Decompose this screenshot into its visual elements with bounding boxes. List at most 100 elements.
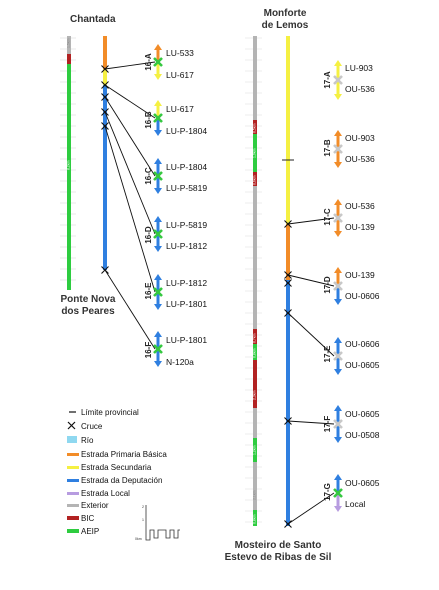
left-aeip-bar (67, 64, 71, 290)
glyph-node-stroke (153, 229, 163, 239)
segment-top-road: LU-P-5819 (166, 220, 207, 230)
segment-bottom-road: OU-536 (345, 154, 375, 164)
segment-glyph (153, 158, 163, 194)
title-mosteiro-line1: Mosteiro de Santo (235, 540, 322, 551)
right-road-deputacion (286, 280, 290, 526)
left-segments: 16-A LU-533 LU-617 16-B LU-617 LU-P-1804… (144, 44, 207, 367)
segment-top-road: OU-903 (345, 133, 375, 143)
legend-label: BIC (81, 514, 95, 523)
segment-glyph (333, 337, 343, 375)
junction-cross-icon (284, 271, 292, 279)
segment-glyph (153, 100, 163, 136)
glyph-up-arrow (154, 100, 162, 106)
scale-label-2: 2 (142, 505, 144, 509)
segment-17-f: 17-F OU-0605 OU-0508 (323, 409, 380, 440)
glyph-up-arrow (154, 44, 162, 50)
segment-top-road: OU-0605 (345, 478, 380, 488)
segment-glyph (333, 130, 343, 168)
glyph-up-arrow (154, 331, 162, 337)
glyph-up-arrow (334, 267, 342, 273)
segment-label: 17-C (323, 208, 332, 226)
left-road-primaria (103, 36, 107, 69)
right-bic-bar-2 (253, 172, 257, 186)
glyph-up-arrow (334, 474, 342, 480)
legend-aeip-symbol (67, 529, 79, 533)
segment-bottom-road: Local (345, 499, 365, 509)
segment-top-road: LU-P-1801 (166, 335, 207, 345)
segment-16-e: 16-E LU-P-1812 LU-P-1801 (144, 278, 207, 309)
glyph-down-arrow (334, 437, 342, 443)
glyph-down-arrow (154, 74, 162, 80)
right-connectors (284, 217, 335, 528)
title-monforte-line2: de Lemos (262, 20, 309, 31)
glyph-up-arrow (334, 60, 342, 66)
title-monforte-line1: Monforte (264, 8, 307, 19)
legend-label: Estrada Primaria Básica (81, 450, 167, 459)
glyph-down-arrow (154, 304, 162, 310)
junction-cross-icon (101, 266, 109, 274)
glyph-node-stroke (333, 419, 343, 429)
right-aeip-bar-4 (253, 510, 257, 526)
glyph-down-arrow (334, 369, 342, 375)
glyph-down-arrow (334, 162, 342, 168)
legend-primaria-symbol (67, 453, 79, 456)
segment-17-d: 17-D OU-139 OU-0606 (323, 270, 380, 301)
right-bic-bar-4 (253, 360, 257, 408)
legend-label: Estrada da Deputación (81, 476, 162, 485)
connector-line (104, 96, 156, 177)
glyph-up-arrow (154, 216, 162, 222)
glyph-node-stroke (153, 344, 163, 354)
junction-cross-icon (284, 520, 292, 528)
legend-label: Límite provincial (81, 408, 139, 417)
glyph-down-arrow (334, 231, 342, 237)
segment-glyph (153, 216, 163, 252)
left-road-deputacion (103, 85, 107, 270)
junction-cross-icon (101, 108, 109, 116)
glyph-node-stroke (333, 144, 343, 154)
glyph-up-arrow (154, 158, 162, 164)
title-ponte-nova-line2: dos Peares (61, 306, 115, 317)
junction-cross-icon (284, 220, 292, 228)
legend-exterior-symbol (67, 504, 79, 507)
left-road-secundaria (103, 69, 107, 85)
glyph-down-arrow (154, 246, 162, 252)
segment-glyph (153, 331, 163, 367)
right-road-primaria (286, 224, 290, 280)
segment-top-road: LU-P-1804 (166, 162, 207, 172)
right-exterior-tiny-label: 2,1km (253, 490, 257, 500)
segment-top-road: OU-0605 (345, 409, 380, 419)
segment-bottom-road: LU-617 (166, 70, 194, 80)
connector-line (104, 61, 156, 70)
segment-glyph (333, 60, 343, 100)
scale-label-1: 1 (142, 518, 144, 522)
glyph-down-arrow (154, 130, 162, 136)
connector-line (287, 492, 335, 525)
left-connectors (101, 61, 156, 350)
left-exterior-tiny-label: 1,5km (67, 38, 71, 48)
segment-16-c: 16-C LU-P-1804 LU-P-5819 (144, 162, 207, 193)
segment-bottom-road: OU-0605 (345, 360, 380, 370)
glyph-down-arrow (334, 94, 342, 100)
connector-line (287, 420, 335, 425)
glyph-node-stroke (153, 57, 163, 67)
glyph-up-arrow (334, 405, 342, 411)
segment-top-road: LU-533 (166, 48, 194, 58)
junction-cross-icon (101, 122, 109, 130)
right-exterior-bar (253, 36, 257, 526)
segment-17-g: 17-G OU-0605 Local (323, 478, 380, 509)
right-bic-bar-3 (253, 329, 257, 344)
left-route: 1,5km 8,2km (60, 36, 156, 350)
cross-stroke (101, 81, 109, 89)
segment-label: 16-F (144, 342, 153, 359)
segment-label: 17-G (323, 483, 332, 501)
segment-top-road: LU-617 (166, 104, 194, 114)
cross-stroke (101, 65, 109, 73)
segment-top-road: LU-903 (345, 63, 373, 73)
connector-line (287, 312, 335, 357)
segment-17-b: 17-B OU-903 OU-536 (323, 133, 375, 164)
legend-rio-symbol (67, 436, 77, 443)
segment-label: 17-E (323, 345, 332, 363)
glyph-down-arrow (154, 361, 162, 367)
connector-line (287, 217, 335, 225)
junction-cross-icon (284, 417, 292, 425)
